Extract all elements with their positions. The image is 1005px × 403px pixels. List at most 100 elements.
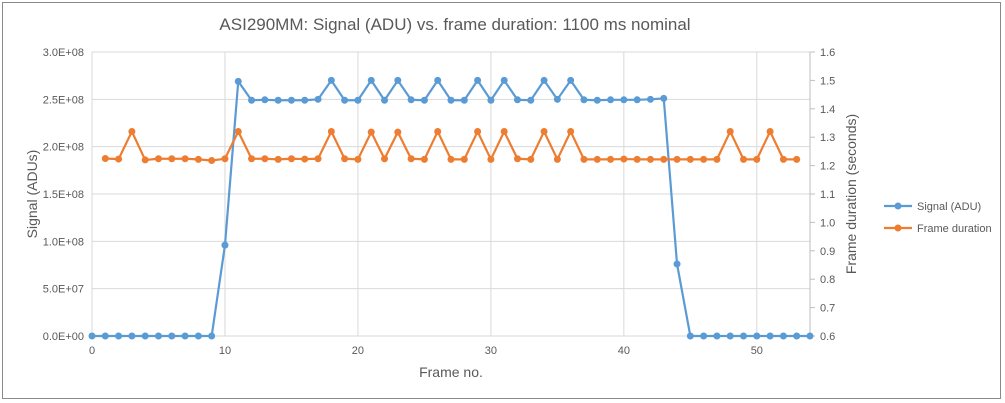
data-point bbox=[221, 155, 229, 163]
data-point bbox=[88, 332, 96, 340]
data-point bbox=[128, 128, 136, 136]
data-point bbox=[779, 155, 787, 163]
data-point bbox=[314, 95, 322, 103]
data-point bbox=[420, 96, 428, 104]
data-point bbox=[115, 155, 123, 163]
data-point bbox=[527, 96, 535, 104]
data-point bbox=[168, 332, 176, 340]
data-point bbox=[248, 96, 256, 104]
x-tick-label: 50 bbox=[751, 345, 763, 357]
data-point bbox=[660, 155, 668, 163]
data-point bbox=[367, 128, 375, 136]
y-tick-label: 0.0E+00 bbox=[43, 331, 84, 343]
y2-tick-label: 1.0 bbox=[820, 217, 835, 229]
x-tick-label: 20 bbox=[352, 345, 364, 357]
data-point bbox=[793, 155, 801, 163]
data-point bbox=[115, 332, 123, 340]
data-point bbox=[607, 96, 615, 104]
data-point bbox=[633, 96, 641, 104]
data-point bbox=[341, 155, 349, 163]
data-point bbox=[726, 332, 734, 340]
y-tick-label: 3.0E+08 bbox=[43, 47, 84, 59]
data-point bbox=[181, 155, 189, 163]
legend-marker bbox=[894, 224, 902, 232]
data-point bbox=[620, 155, 628, 163]
data-point bbox=[394, 128, 402, 136]
data-point bbox=[620, 96, 628, 104]
data-point bbox=[367, 76, 375, 84]
data-point bbox=[394, 76, 402, 84]
data-point bbox=[567, 128, 575, 136]
data-point bbox=[234, 128, 242, 136]
data-point bbox=[194, 332, 202, 340]
data-point bbox=[327, 128, 335, 136]
data-point bbox=[607, 155, 615, 163]
data-point bbox=[513, 96, 521, 104]
data-point bbox=[686, 332, 694, 340]
data-point bbox=[527, 155, 535, 163]
data-point bbox=[700, 155, 708, 163]
data-point bbox=[766, 128, 774, 136]
data-point bbox=[673, 155, 681, 163]
y2-tick-label: 0.6 bbox=[820, 331, 835, 343]
data-point bbox=[793, 332, 801, 340]
data-point bbox=[646, 95, 654, 103]
data-point bbox=[434, 76, 442, 84]
data-point bbox=[580, 155, 588, 163]
data-point bbox=[154, 155, 162, 163]
data-point bbox=[487, 155, 495, 163]
data-point bbox=[261, 155, 269, 163]
data-point bbox=[434, 128, 442, 136]
data-point bbox=[407, 96, 415, 104]
data-point bbox=[354, 96, 362, 104]
data-point bbox=[194, 155, 202, 163]
data-point bbox=[753, 332, 761, 340]
data-point bbox=[274, 96, 282, 104]
y2-tick-label: 0.8 bbox=[820, 274, 835, 286]
data-point bbox=[287, 96, 295, 104]
data-point bbox=[234, 77, 242, 85]
data-point bbox=[700, 332, 708, 340]
data-point bbox=[553, 95, 561, 103]
chart-title: ASI290MM: Signal (ADU) vs. frame duratio… bbox=[219, 15, 690, 34]
data-point bbox=[314, 155, 322, 163]
data-point bbox=[500, 128, 508, 136]
data-point bbox=[301, 96, 309, 104]
y2-tick-label: 1.6 bbox=[820, 47, 835, 59]
data-point bbox=[660, 94, 668, 102]
data-point bbox=[420, 155, 428, 163]
chart-border bbox=[2, 2, 1001, 399]
data-point bbox=[646, 155, 654, 163]
data-point bbox=[740, 155, 748, 163]
y2-axis-label: Frame duration (seconds) bbox=[843, 114, 859, 274]
data-point bbox=[287, 155, 295, 163]
x-tick-label: 10 bbox=[219, 345, 231, 357]
data-point bbox=[101, 332, 109, 340]
data-point bbox=[540, 128, 548, 136]
data-point bbox=[381, 96, 389, 104]
data-point bbox=[487, 96, 495, 104]
data-point bbox=[301, 155, 309, 163]
data-point bbox=[248, 155, 256, 163]
data-point bbox=[474, 128, 482, 136]
data-point bbox=[101, 155, 109, 162]
data-point bbox=[806, 332, 814, 340]
legend-label: Signal (ADU) bbox=[917, 201, 981, 213]
data-point bbox=[381, 155, 389, 163]
data-point bbox=[540, 76, 548, 84]
data-point bbox=[553, 155, 561, 163]
data-point bbox=[580, 96, 588, 104]
y-tick-label: 1.5E+08 bbox=[43, 189, 84, 201]
x-axis-label: Frame no. bbox=[419, 364, 483, 380]
data-point bbox=[766, 332, 774, 340]
data-point bbox=[500, 76, 508, 84]
data-point bbox=[407, 155, 415, 163]
data-point bbox=[460, 155, 468, 163]
data-point bbox=[274, 155, 282, 163]
data-point bbox=[779, 332, 787, 340]
data-point bbox=[261, 96, 269, 104]
y2-tick-label: 1.5 bbox=[820, 75, 835, 87]
y2-tick-label: 0.7 bbox=[820, 303, 835, 315]
y-tick-label: 1.0E+08 bbox=[43, 236, 84, 248]
